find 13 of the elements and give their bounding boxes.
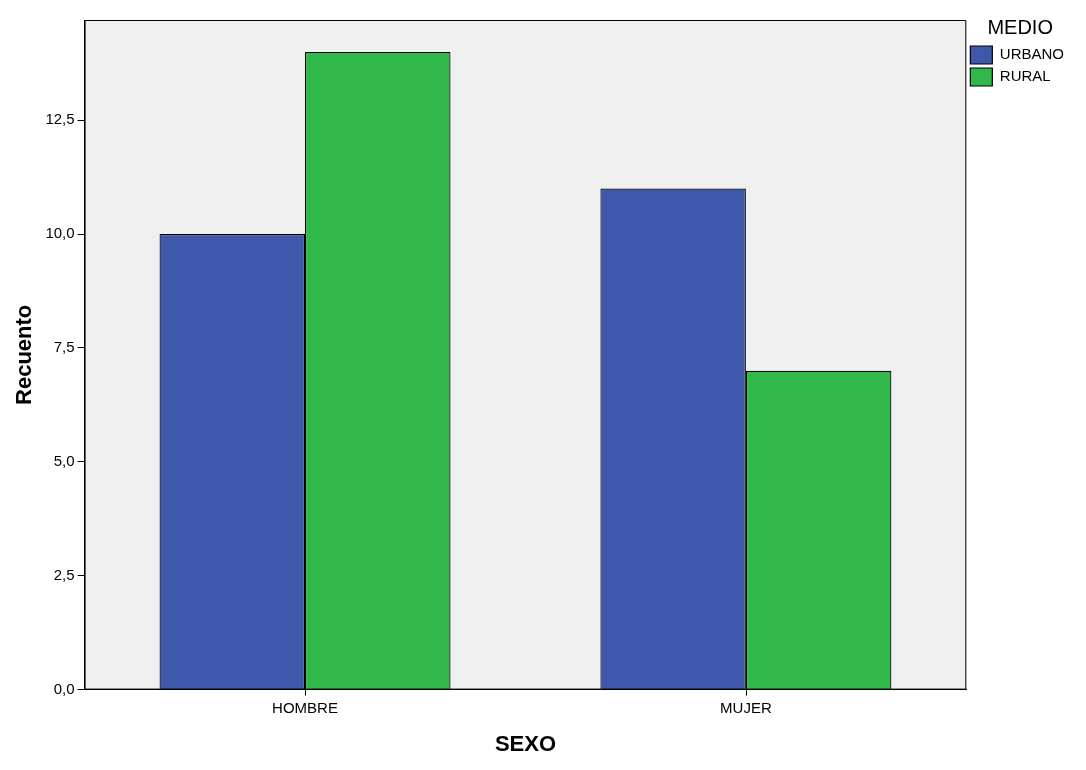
- x-tick-label: MUJER: [720, 698, 772, 716]
- y-tick-label: 2,5: [53, 565, 75, 583]
- legend-title: MEDIO: [987, 15, 1053, 38]
- x-tick-label: HOMBRE: [272, 698, 338, 716]
- legend-label: RURAL: [999, 67, 1051, 85]
- legend-label: URBANO: [999, 45, 1065, 63]
- y-tick-label: 10,0: [45, 224, 75, 242]
- x-axis-title: SEXO: [494, 730, 557, 756]
- y-axis-title: Recuento: [11, 304, 37, 405]
- y-tick-label: 0,0: [53, 679, 75, 697]
- y-tick-label: 12,5: [45, 110, 75, 128]
- y-tick-label: 5,0: [53, 451, 75, 469]
- y-tick-label: 7,5: [53, 338, 75, 356]
